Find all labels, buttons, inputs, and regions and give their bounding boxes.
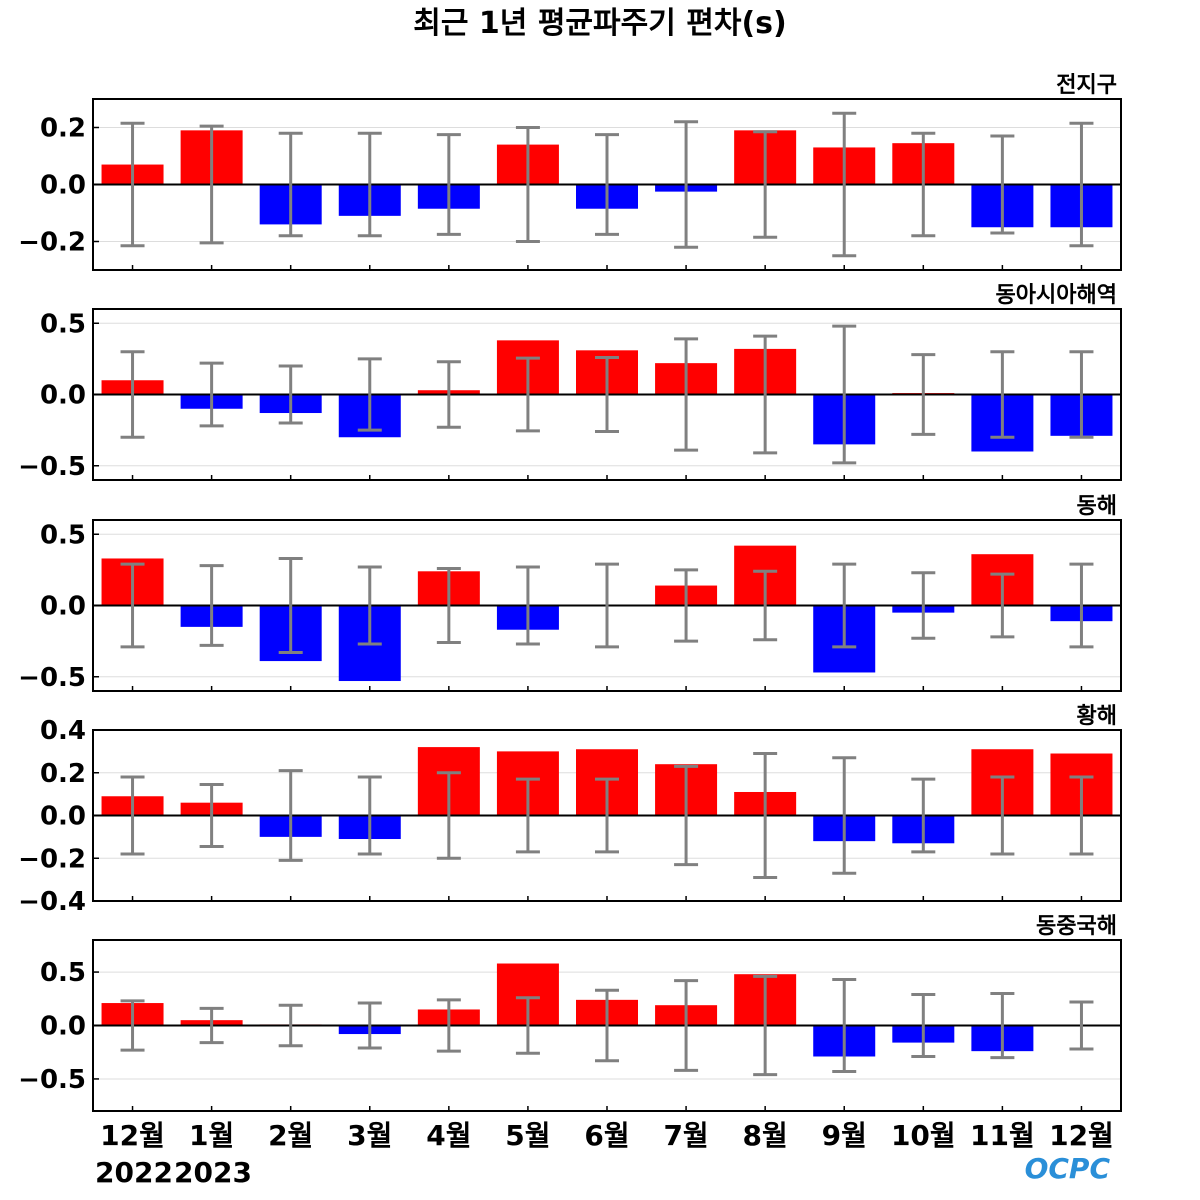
panel-frame: [92, 519, 1122, 692]
x-tick-label: 11월: [970, 1119, 1035, 1152]
x-tick-label: 3월: [347, 1119, 392, 1152]
y-tick-label: 0.0: [40, 802, 86, 832]
panel-0: 전지구 0.2 0.0 −0.2: [18, 73, 1122, 271]
panel-4: 동중국해 0.5 0.0 −0.5: [18, 914, 1122, 1112]
y-tick-label: 0.0: [40, 381, 86, 411]
panel-frame: [92, 308, 1122, 481]
panel-title: 동해: [1077, 494, 1117, 519]
x-tick-label: 12월: [1049, 1119, 1114, 1152]
panel-frame: [92, 729, 1122, 902]
panel-title: 동아시아해역: [996, 283, 1117, 308]
y-tick-label: 0.2: [40, 114, 86, 144]
y-tick-label: 0.4: [40, 716, 86, 746]
x-tick-label: 7월: [663, 1119, 708, 1152]
x-tick-label: 12월: [100, 1119, 165, 1152]
y-tick-label: 0.2: [40, 759, 86, 789]
panel-frame: [92, 939, 1122, 1112]
year-label-2023: 2023: [174, 1156, 252, 1189]
y-tick-label: 0.5: [40, 309, 86, 339]
panel-2: 동해 0.5 0.0 −0.5: [18, 494, 1122, 693]
panel-title: 황해: [1077, 704, 1117, 729]
x-tick-label: 2월: [268, 1119, 313, 1152]
y-tick-label: −0.5: [18, 1065, 86, 1095]
chart-title: 최근 1년 평균파주기 편차(s): [413, 6, 787, 41]
y-tick-label: 0.0: [40, 171, 86, 201]
x-tick-label: 1월: [189, 1119, 234, 1152]
ocpc-logo: OCPC: [1025, 1152, 1111, 1185]
year-label-2022: 2022: [95, 1156, 173, 1189]
y-tick-label: 0.5: [40, 520, 86, 550]
y-tick-label: 0.5: [40, 958, 86, 988]
x-tick-label: 6월: [584, 1119, 629, 1152]
y-tick-label: −0.4: [18, 887, 86, 917]
x-tick-label: 10월: [891, 1119, 956, 1152]
x-tick-label: 9월: [822, 1119, 867, 1152]
x-tick-label: 5월: [505, 1119, 550, 1152]
y-tick-label: 0.0: [40, 592, 86, 622]
y-tick-label: 0.0: [40, 1012, 86, 1042]
panel-frame: [92, 98, 1122, 271]
y-tick-label: −0.5: [18, 452, 86, 482]
x-tick-label: 4월: [426, 1119, 471, 1152]
panel-1: 동아시아해역 0.5 0.0 −0.5: [18, 283, 1122, 482]
x-tick-label: 8월: [743, 1119, 788, 1152]
panel-title: 동중국해: [1036, 914, 1117, 939]
panel-3: 황해 0.4 0.2 0.0 −0.2 −0.4: [18, 704, 1122, 917]
y-tick-label: −0.2: [18, 228, 86, 258]
y-tick-label: −0.2: [18, 844, 86, 874]
panel-title: 전지구: [1056, 73, 1117, 98]
y-tick-label: −0.5: [18, 663, 86, 693]
